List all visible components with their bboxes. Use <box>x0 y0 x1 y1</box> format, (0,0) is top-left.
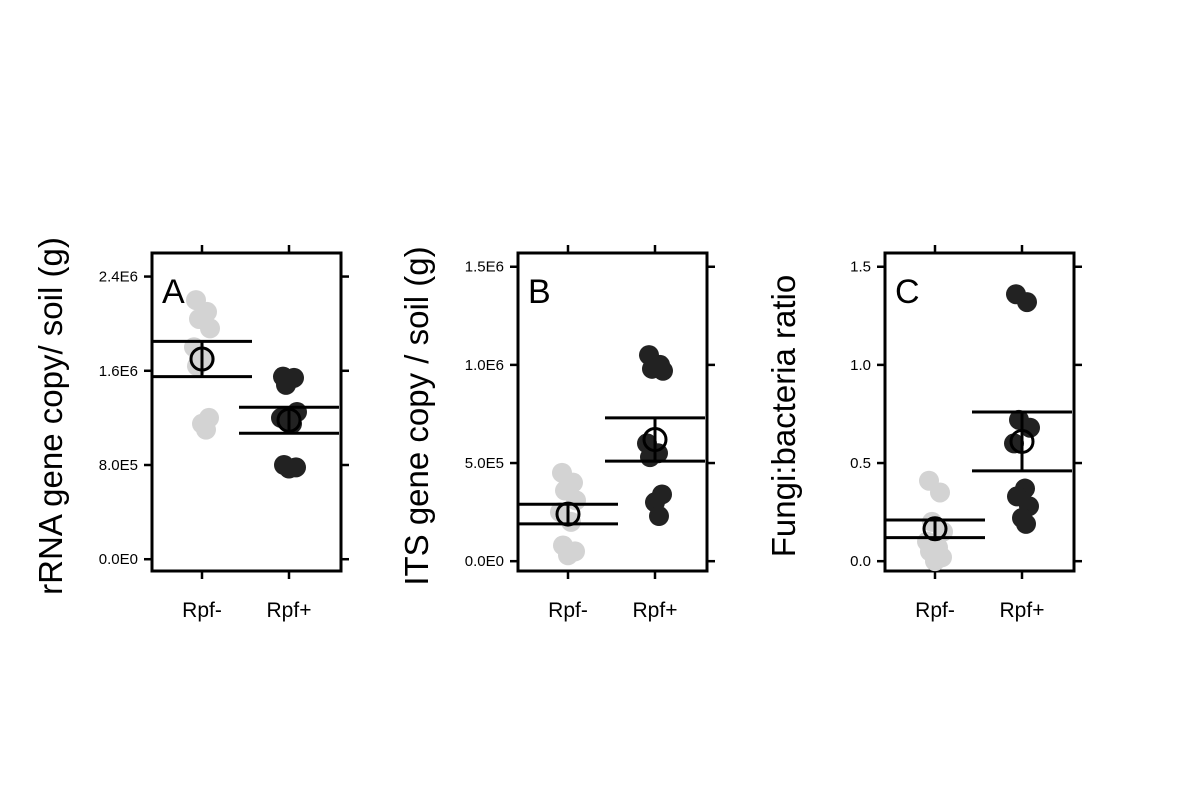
data-point <box>1004 433 1024 454</box>
y-tick-label: 1.5 <box>850 259 871 276</box>
panel-a: 0.0E0 8.0E5 1.6E6 2.4E6 Rpf- Rpf+ rRNA gene co… <box>32 237 349 622</box>
panel-label: B <box>528 273 551 311</box>
x-tick-label: Rpf+ <box>1000 599 1045 622</box>
y-tick-label: 0.0E0 <box>99 551 138 568</box>
data-point <box>930 482 950 503</box>
mean-marker <box>1009 428 1035 454</box>
data-point <box>1016 513 1036 534</box>
y-tick-label: 1.5E6 <box>465 259 504 276</box>
x-tick-label: Rpf+ <box>633 599 678 622</box>
y-axis-title: Fungi:bacteria ratio <box>765 275 802 557</box>
mean-marker <box>276 407 302 433</box>
plot-frame <box>883 251 1076 573</box>
x-tick-label: Rpf- <box>915 599 955 622</box>
x-tick-label: Rpf- <box>548 599 588 622</box>
data-point <box>1017 292 1037 313</box>
data-point <box>561 511 581 532</box>
data-point <box>649 506 669 527</box>
data-point <box>196 419 216 440</box>
y-axis-title: ITS gene copy / soil (g) <box>398 246 435 585</box>
y-tick-label: 0.5 <box>850 455 871 472</box>
y-tick-label: 1.0 <box>850 357 871 374</box>
y-tick-label: 5.0E5 <box>465 455 504 472</box>
y-tick-label: 8.0E5 <box>99 457 138 474</box>
data-point <box>200 318 220 339</box>
mean-marker <box>189 346 215 372</box>
data-point <box>279 458 299 479</box>
data-point <box>558 545 578 566</box>
data-point <box>653 360 673 381</box>
plot-frame <box>150 251 343 573</box>
panel-b: 0.0E0 5.0E5 1.0E6 1.5E6 Rpf- Rpf+ ITS gene cop… <box>398 245 715 622</box>
plot-frame <box>516 251 709 573</box>
y-tick-label: 1.6E6 <box>99 363 138 380</box>
mean-marker <box>922 516 948 542</box>
data-point <box>925 551 945 572</box>
panel-label: C <box>895 273 920 311</box>
mean-marker <box>642 426 668 452</box>
data-point <box>1020 417 1040 438</box>
x-tick-label: Rpf- <box>182 599 222 622</box>
y-tick-label: 2.4E6 <box>99 269 138 286</box>
y-tick-label: 0.0 <box>850 553 871 570</box>
y-tick-label: 1.0E6 <box>465 357 504 374</box>
x-tick-label: Rpf+ <box>267 599 312 622</box>
y-axis-title: rRNA gene copy/ soil (g) <box>32 237 69 595</box>
panel-label: A <box>162 273 185 311</box>
mean-marker <box>555 501 581 527</box>
data-point <box>276 374 296 395</box>
panel-c: 0.0 0.5 1.0 1.5 Rpf- Rpf+ Fungi:bacteria ratio… <box>765 245 1082 622</box>
y-tick-label: 0.0E0 <box>465 553 504 570</box>
